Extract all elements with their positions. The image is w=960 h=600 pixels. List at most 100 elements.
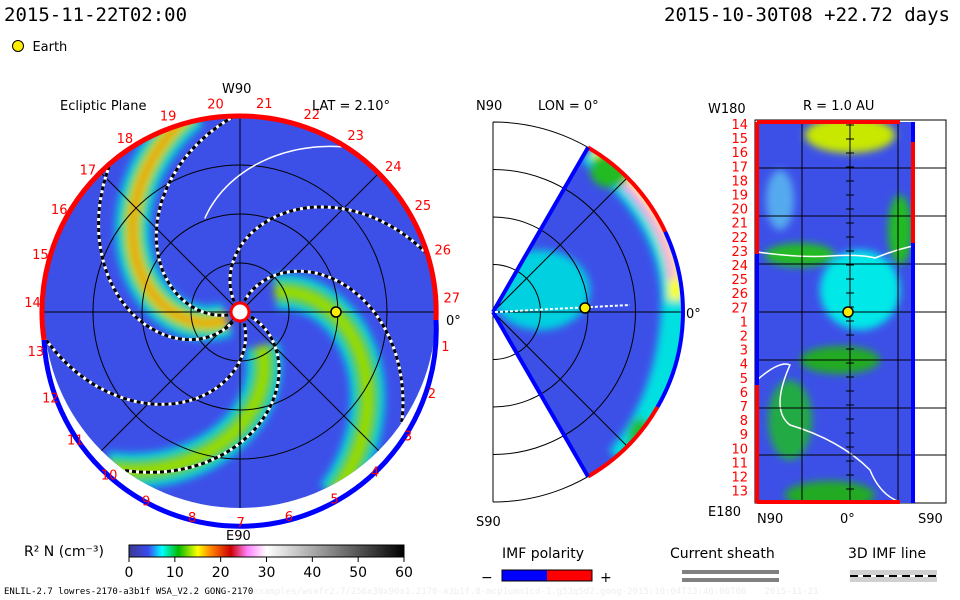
day-label-12: 12	[42, 391, 59, 406]
earth-marker	[330, 306, 342, 318]
day-label-27: 27	[443, 291, 460, 306]
meridional-plane-plot: N90 S90 0° LON = 0°	[476, 99, 701, 530]
shell-day-label-15: 15	[731, 132, 748, 147]
colorbar-tick-60: 60	[395, 565, 413, 581]
shell-x-label-0: 0°	[840, 512, 855, 527]
shell-bottom-left-label: E180	[708, 505, 741, 520]
imf-positive-swatch	[547, 570, 592, 581]
polarity-rim-negative	[41, 319, 439, 529]
imf-plus-label: +	[600, 570, 612, 586]
earth-marker-shell	[842, 306, 854, 318]
shell-day-label-11: 11	[731, 456, 748, 471]
shell-day-label-25: 25	[731, 273, 748, 288]
reference-time: 2015-10-30T08 +22.72 days	[664, 4, 950, 26]
lon-label: LON = 0°	[538, 99, 599, 114]
current-sheath-line	[682, 570, 779, 574]
ecliptic-right-label: 0°	[446, 314, 461, 329]
shell-day-label-2: 2	[740, 330, 748, 345]
shell-top-left-label: W180	[708, 102, 746, 117]
day-label-14: 14	[24, 296, 41, 311]
shell-day-label-16: 16	[731, 146, 748, 161]
meridional-top-label: N90	[476, 99, 502, 114]
day-label-24: 24	[385, 160, 402, 175]
shell-day-label-17: 17	[731, 160, 748, 175]
colorbar-tick-10: 10	[166, 565, 184, 581]
shell-title: R = 1.0 AU	[803, 99, 874, 114]
shell-day-label-13: 13	[731, 485, 748, 500]
shell-day-label-4: 4	[740, 358, 748, 373]
meridional-right-label: 0°	[686, 307, 701, 322]
shell-day-label-23: 23	[731, 245, 748, 260]
imf-minus-label: −	[481, 570, 493, 586]
shell-day-label-19: 19	[731, 189, 748, 204]
day-label-1: 1	[441, 340, 449, 355]
ecliptic-bottom-label: E90	[226, 529, 251, 544]
colorbar-tick-0: 0	[125, 565, 134, 581]
shell-day-label-6: 6	[740, 386, 748, 401]
lat-label: LAT = 2.10°	[312, 99, 390, 114]
day-label-10: 10	[101, 468, 118, 483]
day-label-5: 5	[330, 493, 338, 508]
earth-icon	[12, 40, 24, 52]
colorbar-tick-50: 50	[349, 565, 367, 581]
colorbar-tick-20: 20	[212, 565, 230, 581]
run-info-text: ENLIL-2.7 lowres-2170-a3b1f WSA_V2.2 GON…	[4, 587, 254, 597]
shell-day-label-20: 20	[731, 203, 748, 218]
earth-legend: Earth	[12, 39, 67, 55]
colorbar-gradient	[128, 544, 405, 558]
shell-x-label-s90: S90	[918, 512, 943, 527]
imf-polarity-label: IMF polarity	[502, 546, 584, 562]
faint-date: 2015-11-21	[764, 587, 819, 597]
earth-label: Earth	[32, 40, 68, 55]
shell-day-label-1: 1	[740, 315, 748, 330]
shell-day-label-14: 14	[731, 118, 748, 133]
day-label-7: 7	[236, 516, 244, 531]
shell-day-label-27: 27	[731, 301, 748, 316]
shell-day-label-3: 3	[740, 344, 748, 359]
day-label-22: 22	[304, 108, 321, 123]
day-label-20: 20	[207, 98, 224, 113]
ecliptic-top-label: W90	[222, 82, 251, 97]
day-label-16: 16	[51, 203, 68, 218]
earth-marker-meridional	[579, 302, 591, 314]
day-label-19: 19	[160, 110, 177, 125]
imf-line-label: 3D IMF line	[848, 546, 926, 562]
faint-run-path: examples/wsafr2.7/256x30x90x1.2170-a3b1f…	[253, 587, 747, 597]
day-label-13: 13	[28, 345, 45, 360]
ecliptic-title: Ecliptic Plane	[60, 99, 146, 114]
run-info: ENLIL-2.7 lowres-2170-a3b1f WSA_V2.2 GON…	[4, 587, 819, 597]
day-label-4: 4	[371, 465, 379, 480]
day-label-18: 18	[117, 132, 134, 147]
shell-day-label-24: 24	[731, 259, 748, 274]
shell-day-label-10: 10	[731, 442, 748, 457]
day-label-23: 23	[347, 129, 364, 144]
simulation-time: 2015-11-22T02:00	[4, 4, 188, 26]
shell-day-label-7: 7	[740, 400, 748, 415]
shell-day-label-8: 8	[740, 414, 748, 429]
shell-day-label-12: 12	[731, 471, 748, 486]
day-label-11: 11	[67, 433, 84, 448]
polarity-rim-positive	[39, 113, 439, 341]
colorbar-tick-30: 30	[258, 565, 276, 581]
shell-day-label-26: 26	[731, 287, 748, 302]
day-label-15: 15	[32, 248, 49, 263]
shell-day-label-22: 22	[731, 231, 748, 246]
colorbar: R² N (cm⁻³) 0 10 20 30 40 50 60	[24, 544, 413, 581]
day-label-8: 8	[188, 511, 196, 526]
imf-negative-swatch	[502, 570, 547, 581]
current-sheath-label: Current sheath	[670, 546, 775, 562]
shell-day-label-9: 9	[740, 428, 748, 443]
day-label-17: 17	[80, 164, 97, 179]
sun-marker	[229, 301, 251, 323]
day-label-6: 6	[285, 510, 293, 525]
shell-day-label-21: 21	[731, 217, 748, 232]
meridional-bottom-label: S90	[476, 515, 501, 530]
day-label-21: 21	[256, 97, 273, 112]
day-label-3: 3	[404, 429, 412, 444]
day-label-25: 25	[415, 199, 432, 214]
colorbar-tick-40: 40	[303, 565, 321, 581]
shell-x-label-n90: N90	[757, 512, 783, 527]
day-label-26: 26	[434, 243, 451, 258]
